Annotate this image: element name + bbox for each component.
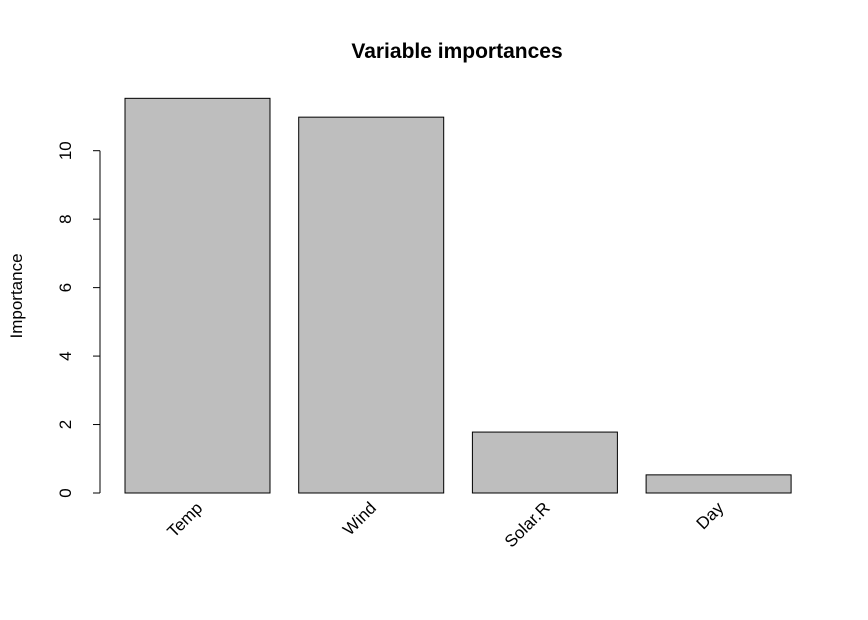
bar-wind [298,116,445,494]
x-tick-label: Day [693,498,728,533]
x-tick-label: Solar.R [501,498,554,551]
x-tick-label: Temp [163,498,206,541]
y-tick-label: 6 [56,283,75,292]
y-tick-label: 8 [56,214,75,223]
bar-day [645,474,792,494]
bar-temp [124,97,271,494]
bar-solar-r [471,431,618,494]
chart-title: Variable importances [351,40,562,63]
y-tick-label: 4 [56,351,75,360]
y-tick-label: 2 [56,420,75,429]
y-tick-label: 0 [56,488,75,497]
y-axis-label: Importance [7,253,26,338]
y-tick-label: 10 [56,141,75,160]
x-tick-label: Wind [339,498,380,539]
